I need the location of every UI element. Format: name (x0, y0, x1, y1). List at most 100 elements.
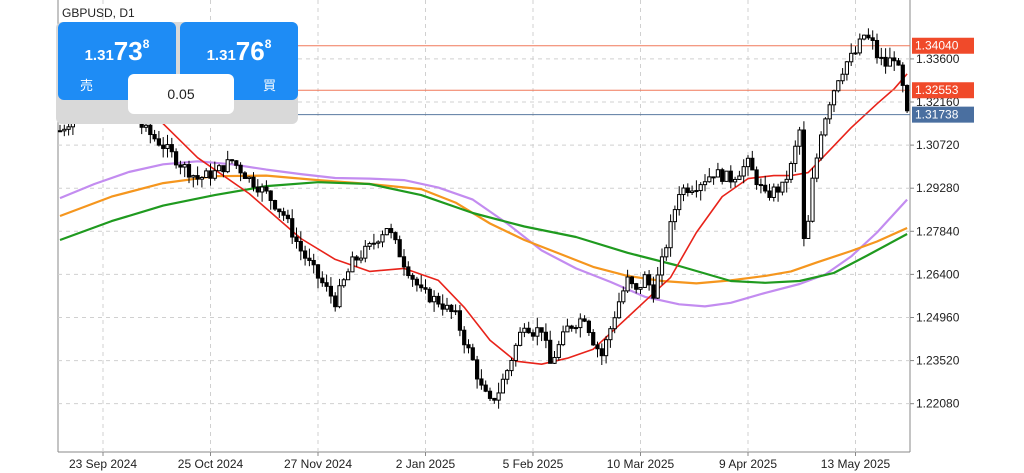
candle (595, 341, 600, 358)
candle-body-down (750, 157, 755, 171)
y-tick-label: 1.24960 (916, 310, 960, 324)
candle-body-up (788, 163, 794, 180)
candle (741, 159, 746, 184)
price-tag (912, 106, 974, 123)
candle (354, 254, 359, 267)
candle (492, 397, 497, 404)
candle (793, 140, 798, 173)
candle (174, 148, 179, 169)
candle (457, 304, 462, 337)
candle (612, 311, 617, 334)
candle-body-down (599, 348, 604, 357)
candle-body-up (191, 175, 196, 178)
candle-body-up (707, 176, 712, 183)
candle-body-down (440, 303, 445, 310)
candle-body-down (595, 344, 600, 350)
candle-body-up (836, 80, 841, 92)
candle (423, 279, 428, 294)
candle (152, 129, 157, 142)
x-tick-label: 10 Mar 2025 (607, 457, 675, 471)
candle (664, 244, 669, 261)
candle-body-up (737, 175, 742, 180)
candle (883, 48, 888, 74)
candle (419, 275, 424, 292)
candle (814, 153, 819, 183)
candle (401, 249, 407, 276)
candle-body-down (333, 295, 338, 308)
candle-body-down (483, 384, 488, 392)
candle-body-down (294, 236, 299, 242)
candle (303, 245, 308, 266)
candle-body-up (668, 221, 673, 249)
candle (733, 176, 738, 187)
candle (307, 248, 312, 267)
candle (298, 231, 303, 261)
candle-body-down (905, 84, 910, 112)
candle-body-up (62, 128, 67, 132)
candle (879, 47, 884, 66)
moving-averages (59, 73, 908, 365)
buy-price-pips: 76 (235, 36, 265, 66)
candle-body-down (569, 325, 574, 329)
candle (380, 230, 385, 248)
y-tick-label: 1.22080 (916, 397, 960, 411)
candle (720, 167, 725, 185)
candle-body-up (217, 165, 222, 172)
candle (823, 117, 828, 137)
candle (754, 166, 759, 190)
chart-grid (57, 0, 911, 453)
candle (251, 172, 256, 192)
candle (397, 235, 402, 258)
candle (905, 84, 910, 113)
candle-body-down (195, 175, 200, 180)
candle-body-up (346, 271, 351, 281)
candle-body-up (831, 90, 837, 106)
candle-body-down (685, 187, 690, 193)
candle-body-up (806, 220, 811, 239)
candle (582, 315, 587, 323)
candle-body-up (814, 157, 819, 179)
sell-label: 売 (80, 78, 94, 93)
candle (483, 380, 488, 393)
candle-body-down (298, 240, 303, 252)
candle (801, 121, 806, 247)
sell-button[interactable]: 1.31738 売 (58, 22, 176, 100)
candle (844, 60, 849, 81)
candle-body-up (225, 159, 230, 173)
candle (745, 155, 751, 176)
candle-body-up (840, 73, 845, 82)
candle (711, 176, 716, 185)
candle-body-up (844, 61, 849, 75)
candle (165, 134, 170, 158)
candle (698, 182, 703, 201)
candle (655, 266, 660, 300)
candle (406, 261, 411, 279)
candle (810, 167, 815, 223)
candle (685, 183, 690, 197)
candle-body-down (320, 277, 325, 284)
candle (178, 160, 183, 175)
candle (591, 329, 596, 346)
candle-body-up (664, 247, 669, 258)
candle (543, 323, 548, 349)
candle-body-up (341, 279, 346, 287)
candle (169, 137, 174, 158)
candle-body-up (621, 290, 626, 303)
candle (509, 357, 514, 377)
candle (840, 68, 845, 85)
candle (436, 292, 441, 308)
candle (690, 185, 695, 195)
candle (444, 297, 450, 313)
candle-body-down (285, 214, 290, 220)
candle (518, 327, 523, 347)
candle (728, 165, 733, 189)
candle (535, 317, 540, 346)
candle (247, 176, 252, 183)
candle-body-up (522, 327, 527, 333)
candle-body-down (414, 278, 419, 286)
candle-body-up (862, 34, 867, 40)
candle-body-up (384, 228, 389, 236)
price-tag (912, 37, 974, 54)
candle (900, 62, 905, 93)
